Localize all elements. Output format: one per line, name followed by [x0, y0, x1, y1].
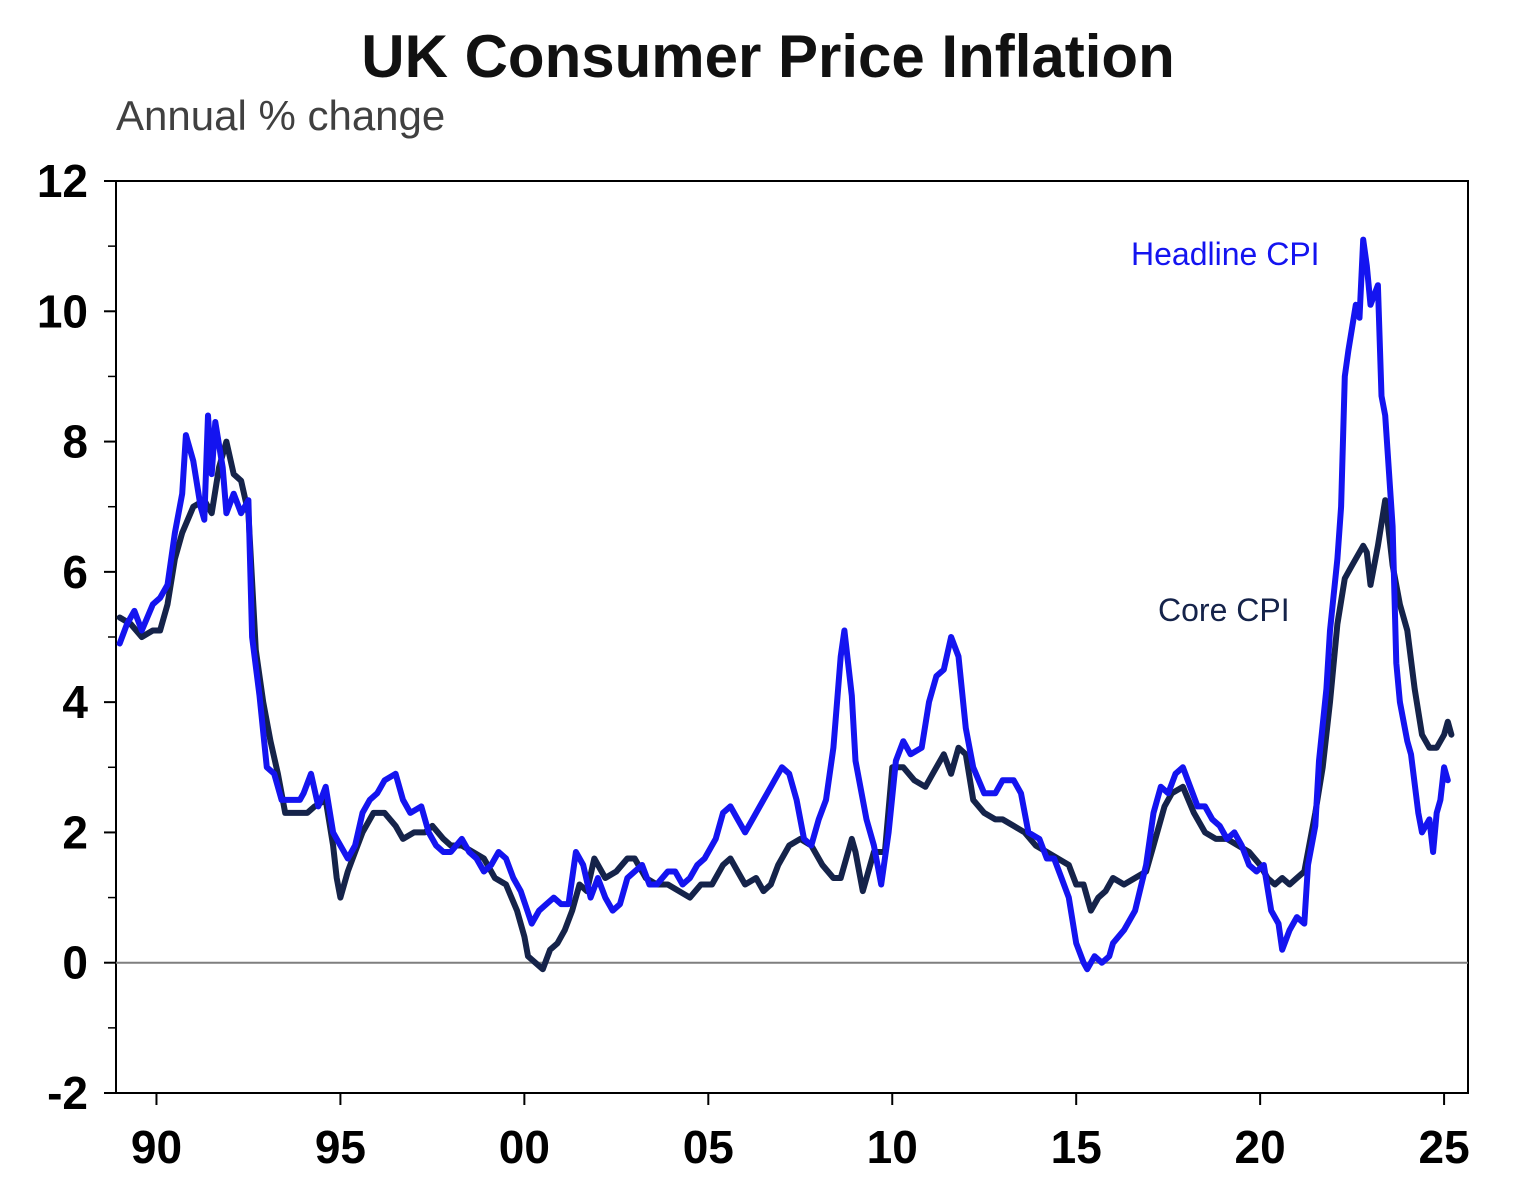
y-tick-label: -2: [47, 1067, 88, 1119]
y-tick-label: 12: [37, 155, 88, 207]
chart-title: UK Consumer Price Inflation: [361, 23, 1175, 90]
y-tick-label: 6: [62, 546, 88, 598]
x-tick-label: 90: [131, 1121, 182, 1173]
y-tick-label: 2: [62, 806, 88, 858]
x-tick-label: 25: [1419, 1121, 1470, 1173]
y-tick-label: 4: [62, 676, 88, 728]
y-tick-label: 10: [37, 285, 88, 337]
headline-cpi-line: [116, 236, 1451, 973]
core-cpi-label: Core CPI: [1158, 592, 1290, 628]
x-tick-label: 00: [499, 1121, 550, 1173]
core-cpi-line: [116, 438, 1455, 973]
headline-cpi-label: Headline CPI: [1131, 236, 1320, 272]
plot-frame: [115, 180, 1469, 1094]
x-tick-label: 95: [315, 1121, 366, 1173]
y-tick-label: 0: [62, 937, 88, 989]
x-tick-label: 10: [867, 1121, 918, 1173]
x-tick-label: 20: [1235, 1121, 1286, 1173]
x-tick-label: 05: [683, 1121, 734, 1173]
y-tick-label: 8: [62, 416, 88, 468]
x-tick-label: 15: [1051, 1121, 1102, 1173]
chart-subtitle: Annual % change: [116, 92, 446, 139]
